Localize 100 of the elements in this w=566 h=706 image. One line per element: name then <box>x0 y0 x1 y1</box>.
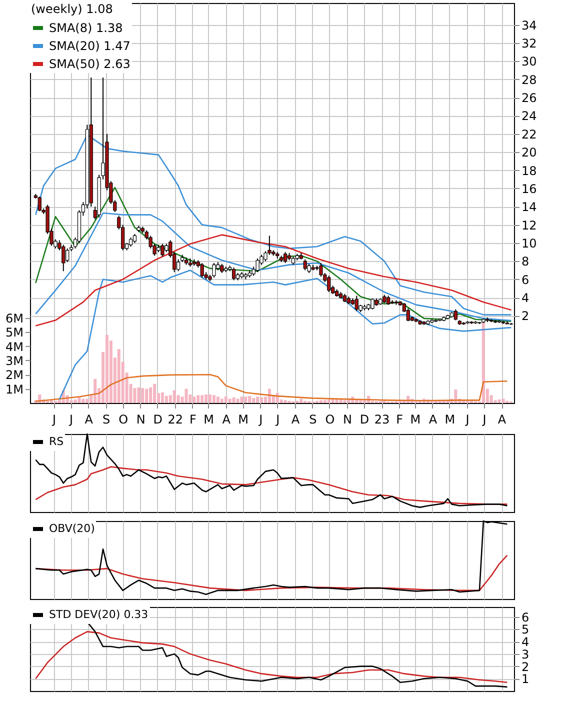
y-tick-label: 12 <box>522 218 537 232</box>
y-tick-label: 2 <box>522 660 530 674</box>
y-tick-label: 10 <box>522 236 537 250</box>
x-tick-label: N <box>343 412 352 426</box>
y-tick-label: 34 <box>522 18 537 32</box>
line-series <box>35 374 508 402</box>
bar <box>192 396 196 403</box>
y2-tick-label: 5M <box>6 326 24 340</box>
bar <box>359 400 362 403</box>
bar <box>117 349 120 403</box>
x-tick-label: D <box>153 412 162 426</box>
bar <box>339 399 342 403</box>
x-tick-label: 23 <box>374 412 390 426</box>
y-tick-label: 26 <box>522 91 537 106</box>
candlestick <box>454 308 458 321</box>
x-tick-label: O <box>325 412 335 426</box>
line-series <box>86 621 508 688</box>
bar <box>137 387 140 403</box>
x-tick-label: M <box>444 412 456 426</box>
x-tick-label: J <box>68 412 74 426</box>
y-tick-label: 4 <box>522 635 530 650</box>
bar <box>82 398 85 403</box>
x-tick-label: A <box>84 412 94 426</box>
x-tick-label: D <box>360 412 370 426</box>
bar <box>208 394 212 403</box>
legend-label: SMA(8) 1.38 <box>49 21 123 35</box>
bar <box>153 384 156 403</box>
candlestick <box>66 248 70 263</box>
y-tick-label: 30 <box>522 54 537 69</box>
bar <box>145 388 148 403</box>
candlestick <box>220 263 224 274</box>
x-tick-label: J <box>258 412 263 426</box>
bar <box>160 392 164 403</box>
line-series <box>35 234 512 326</box>
candlestick <box>200 262 204 278</box>
y-tick-label: 28 <box>522 72 537 87</box>
bar <box>74 399 77 403</box>
bar <box>236 398 240 403</box>
bar <box>164 396 168 403</box>
x-tick-label: A <box>291 412 300 426</box>
y-tick-label: 8 <box>522 254 530 269</box>
y-tick-label: 4 <box>522 291 530 306</box>
bar <box>300 398 303 403</box>
y-tick-label: 2 <box>522 309 530 324</box>
bar <box>319 400 322 403</box>
candlestick <box>354 295 358 312</box>
legend-title: (weekly) 1.08 <box>31 2 113 16</box>
bar <box>220 398 224 403</box>
x-tick-label: S <box>309 412 317 426</box>
legend-label: SMA(20) 1.47 <box>49 39 130 53</box>
candlestick <box>386 295 390 306</box>
bar <box>343 400 346 403</box>
bar <box>105 334 108 403</box>
bar <box>284 400 287 403</box>
candlestick <box>327 275 331 293</box>
bar <box>78 397 81 403</box>
candlestick <box>256 258 260 273</box>
y-tick-label: 18 <box>522 164 537 178</box>
candlestick <box>303 258 307 271</box>
y-tick-label: 6 <box>522 272 530 287</box>
line-series <box>35 186 512 322</box>
x-tick-label: M <box>410 412 421 426</box>
candlestick <box>232 267 236 281</box>
candlestick <box>38 196 42 212</box>
candlestick <box>212 262 216 278</box>
x-tick-label: S <box>102 412 110 426</box>
y-tick-label: 6 <box>522 610 530 624</box>
line-series <box>35 212 512 322</box>
y-tick-label: 16 <box>522 182 537 196</box>
bar <box>240 396 244 403</box>
bar <box>184 388 188 403</box>
candlestick <box>62 244 66 272</box>
bar <box>248 396 252 403</box>
bar <box>212 395 216 403</box>
x-tick-label: J <box>464 412 470 426</box>
legend-label: SMA(50) 2.63 <box>49 57 130 71</box>
bar <box>149 387 152 403</box>
candlestick <box>307 263 311 274</box>
bar <box>323 400 326 403</box>
bar <box>172 390 176 403</box>
y2-tick-label: 1M <box>6 382 24 396</box>
y-tick-label: 3 <box>522 647 530 662</box>
bar <box>216 396 220 403</box>
y2-tick-label: 3M <box>6 354 24 368</box>
y-tick-label: 32 <box>522 36 537 50</box>
x-tick-label: F <box>190 412 197 426</box>
y-tick-label: 14 <box>522 200 537 214</box>
x-tick-label: A <box>222 412 232 426</box>
x-tick-label: A <box>498 412 507 426</box>
line-series <box>35 631 508 684</box>
y2-tick-label: 4M <box>6 340 24 354</box>
bar <box>347 400 350 403</box>
candlestick <box>370 298 374 310</box>
bar <box>133 388 136 403</box>
x-tick-label: J <box>52 412 56 426</box>
y2-tick-label: 2M <box>6 368 24 382</box>
candlestick <box>132 233 137 244</box>
bar <box>244 396 248 403</box>
y-tick-label: 1 <box>522 672 530 686</box>
legend-label: RS <box>49 435 64 448</box>
